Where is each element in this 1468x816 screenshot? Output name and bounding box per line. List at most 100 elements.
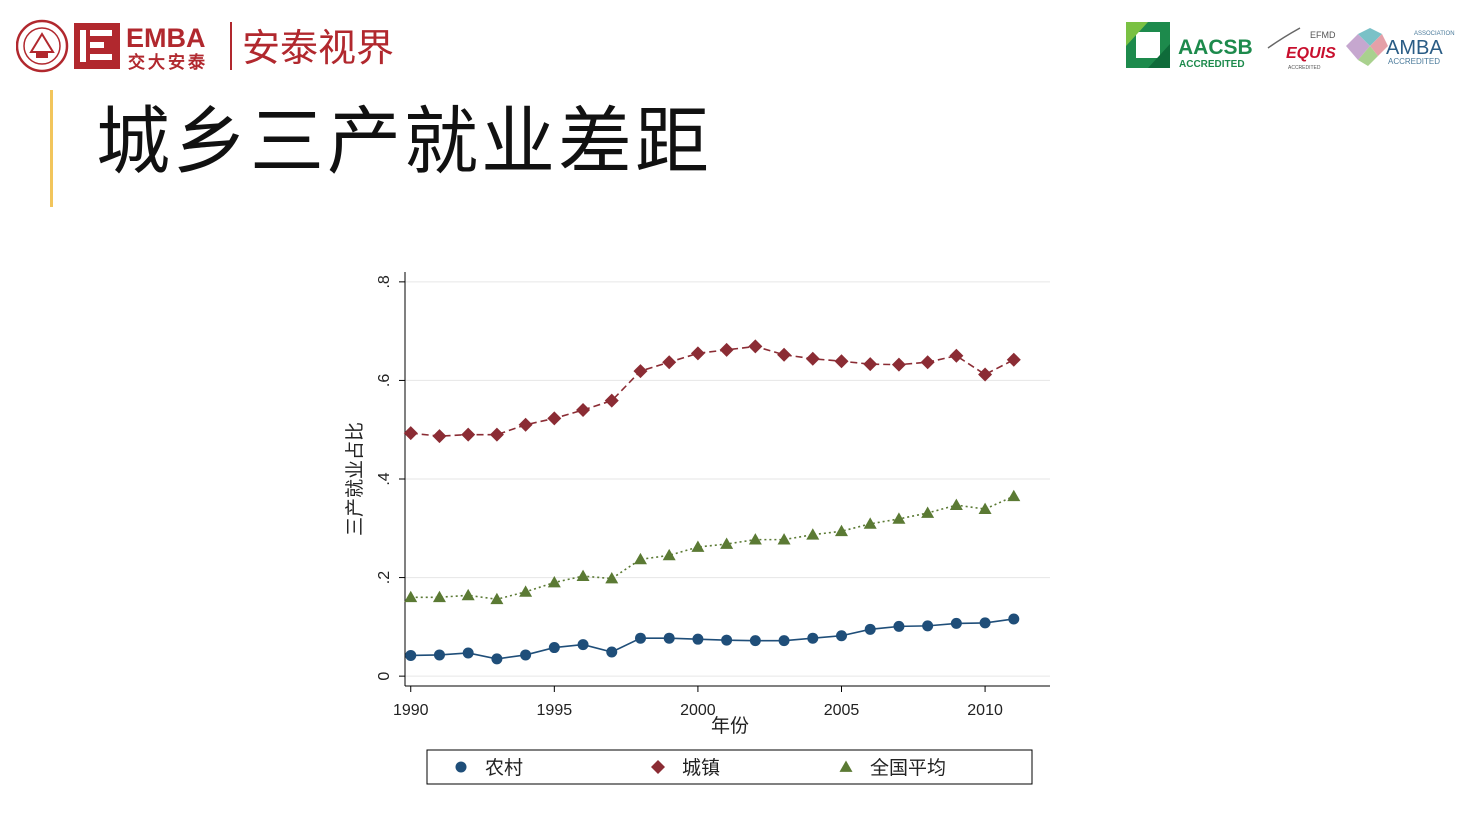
data-point [864, 623, 876, 635]
data-point [950, 617, 962, 629]
legend-marker [651, 760, 665, 774]
data-point [405, 649, 417, 661]
brand-slogan: 安泰视界 [242, 26, 394, 70]
series-layer [403, 339, 1021, 665]
data-point [662, 355, 677, 370]
x-tick-label: 2010 [967, 702, 1003, 719]
x-tick-label: 2005 [824, 702, 860, 719]
y-tick-label: .2 [376, 571, 393, 584]
data-point [920, 355, 935, 370]
data-point [548, 642, 560, 654]
data-point [433, 649, 445, 661]
data-point [491, 653, 503, 665]
brand-school-cn: 交大安泰 [128, 52, 208, 73]
data-point [520, 649, 532, 661]
data-point [835, 630, 847, 642]
data-point [633, 364, 648, 379]
aacsb-text: AACSB [1178, 36, 1253, 59]
y-tick-label: .4 [376, 472, 393, 485]
brand-emba: EMBA [126, 23, 206, 53]
legend-box [426, 749, 1033, 785]
data-point [692, 633, 704, 645]
data-point [778, 635, 790, 647]
y-axis-title: 三产就业占比 [344, 422, 366, 536]
y-tick-label: 0 [376, 672, 393, 681]
data-point [604, 393, 619, 408]
series-line [410, 345, 1015, 437]
title-accent-bar [50, 90, 53, 207]
data-point [863, 517, 877, 529]
data-point [489, 427, 504, 442]
data-point [462, 647, 474, 659]
sjtu-seal-icon [16, 19, 69, 73]
data-point [863, 357, 878, 372]
data-point [547, 576, 561, 588]
data-point [748, 533, 762, 545]
data-point [662, 548, 676, 561]
equis-text: EQUIS [1286, 45, 1336, 62]
sjtu-emba-logo: EMBA 交大安泰 安泰视界 [16, 19, 394, 73]
series-0 [405, 613, 1020, 665]
data-point [805, 351, 820, 366]
aacsb-logo-icon [1126, 22, 1170, 68]
series-1 [403, 339, 1021, 444]
data-point [518, 417, 533, 432]
data-point [978, 502, 992, 514]
equis-swoosh-icon [1267, 27, 1301, 49]
legend-marker [455, 761, 467, 773]
data-point [1007, 489, 1021, 502]
amba-sub: ACCREDITED [1388, 57, 1440, 66]
data-point [807, 632, 819, 644]
acem-logo-icon [74, 23, 120, 69]
x-tick-label: 1995 [537, 702, 573, 719]
data-point [921, 506, 935, 518]
data-point [949, 498, 963, 510]
data-point [519, 585, 533, 597]
data-point [748, 339, 763, 354]
data-point [719, 342, 734, 357]
amba-text: AMBA [1386, 37, 1443, 59]
data-point [979, 617, 991, 629]
data-point [605, 572, 619, 584]
data-point [1008, 613, 1020, 625]
data-point [432, 429, 447, 444]
data-point [949, 348, 964, 363]
data-point [777, 347, 792, 362]
data-point [606, 646, 618, 658]
data-point [432, 590, 446, 603]
y-tick-label: .8 [376, 275, 393, 288]
data-point [576, 403, 591, 417]
data-point [891, 357, 906, 372]
legend-label: 城镇 [682, 757, 720, 779]
data-point [691, 540, 705, 552]
data-point [547, 411, 562, 426]
data-point [749, 635, 761, 647]
data-point [633, 552, 647, 565]
legend: 农村 城镇 全国平均 [455, 757, 946, 779]
data-point [777, 533, 791, 545]
page-title: 城乡三产就业差距 [96, 99, 712, 185]
legend-label: 全国平均 [870, 757, 946, 779]
y-tick-label: .6 [376, 374, 393, 387]
series-line [410, 495, 1015, 601]
equis-sub: ACCREDITED [1288, 65, 1321, 71]
data-point [404, 590, 418, 603]
series-2 [404, 489, 1021, 605]
data-point [634, 632, 646, 644]
data-point [893, 620, 905, 632]
amba-assoc: ASSOCIATION [1414, 31, 1455, 37]
x-tick-label: 2000 [680, 702, 716, 719]
data-point [721, 634, 733, 646]
legend-marker [839, 760, 853, 772]
efmd-text: EFMD [1310, 30, 1336, 40]
data-point [490, 592, 504, 605]
axis-ticks: 0 .2 .4 .6 .8 1990 1995 2000 2005 2010 [376, 275, 1003, 719]
legend-label: 农村 [485, 757, 523, 779]
data-point [576, 569, 590, 581]
data-point [663, 632, 675, 644]
data-point [978, 367, 993, 382]
data-point [577, 639, 589, 651]
data-point [461, 588, 475, 601]
data-point [806, 528, 820, 540]
